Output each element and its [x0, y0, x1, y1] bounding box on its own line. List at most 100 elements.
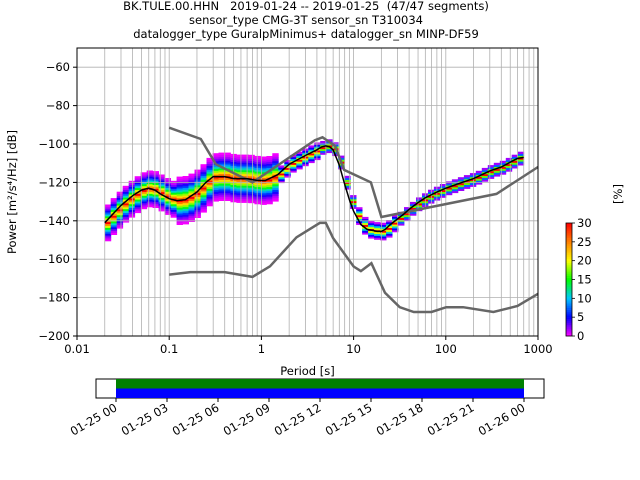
heatmap-cell	[110, 209, 118, 212]
heatmap-cell	[212, 170, 219, 173]
heatmap-cell	[206, 186, 213, 189]
heatmap-cell	[212, 187, 219, 191]
heatmap-cell	[290, 156, 297, 160]
heatmap-cell	[469, 178, 477, 182]
heatmap-cell	[362, 230, 369, 233]
heatmap-cell	[242, 189, 249, 192]
heatmap-cell	[320, 141, 327, 144]
colorbar-segment	[566, 287, 572, 290]
heatmap-cell	[362, 224, 369, 227]
heatmap-cell	[481, 177, 489, 180]
heatmap-cell	[158, 195, 165, 198]
heatmap-cell	[475, 176, 483, 179]
heatmap-cell	[236, 154, 243, 157]
heatmap-cell	[212, 174, 219, 177]
heatmap-cell	[224, 196, 231, 200]
heatmap-cell	[122, 206, 130, 210]
heatmap-cell	[356, 222, 363, 225]
heatmap-cell	[260, 202, 267, 205]
heatmap-cell	[254, 194, 261, 197]
heatmap-cell	[290, 164, 297, 167]
heatmap-cell	[158, 174, 165, 177]
heatmap-cell	[266, 186, 273, 189]
heatmap-cell	[242, 162, 249, 165]
heatmap-cell	[266, 159, 273, 163]
heatmap-cell	[140, 191, 148, 194]
colorbar-segment	[566, 264, 572, 267]
heatmap-cell	[218, 164, 225, 167]
heatmap-cell	[134, 197, 142, 200]
heatmap-cell	[140, 172, 148, 175]
timeline-bar	[116, 388, 524, 398]
heatmap-cell	[272, 172, 279, 175]
heatmap-cell	[116, 199, 124, 202]
heatmap-cell	[164, 201, 171, 204]
heatmap-cell	[176, 205, 183, 208]
colorbar-segment	[566, 300, 572, 303]
heatmap-cell	[176, 190, 183, 193]
heatmap-cell	[218, 189, 225, 192]
heatmap-cell	[260, 171, 267, 175]
heatmap-cell	[475, 172, 483, 175]
heatmap-cell	[356, 211, 363, 214]
heatmap-cell	[158, 209, 165, 212]
heatmap-cell	[380, 226, 387, 229]
heatmap-cell	[224, 173, 231, 177]
heatmap-cell	[404, 212, 411, 216]
heatmap-cell	[176, 197, 183, 201]
heatmap-cell	[104, 233, 112, 236]
heatmap-cell	[164, 204, 171, 208]
heatmap-cell	[116, 210, 124, 214]
chart-title-line-1: BK.TULE.00.HHN 2019-01-24 -- 2019-01-25 …	[123, 0, 489, 13]
heatmap-cell	[272, 185, 279, 189]
x-axis: 0.01 0.1 1 10 100 1000 Period [s]	[64, 336, 553, 378]
heatmap-cell	[212, 157, 219, 160]
heatmap-cell	[152, 205, 159, 208]
heatmap-cell	[368, 221, 375, 224]
heatmap-cell	[481, 175, 489, 178]
heatmap-cell	[194, 200, 201, 203]
heatmap-cell	[260, 158, 267, 161]
heatmap-cell	[218, 168, 225, 171]
heatmap-cell	[248, 193, 255, 196]
heatmap-cell	[188, 213, 195, 217]
heatmap-cell	[254, 196, 261, 199]
heatmap-cell	[200, 194, 207, 198]
heatmap-cell	[176, 220, 183, 224]
heatmap-cell	[128, 182, 136, 185]
heatmap-cell	[374, 227, 381, 231]
heatmap-cell	[116, 216, 124, 219]
heatmap-cell	[404, 216, 411, 219]
colorbar-tick-label: 20	[577, 254, 592, 268]
heatmap-cell	[158, 182, 165, 185]
heatmap-cell	[146, 185, 154, 189]
x-tick-label: 1	[258, 342, 265, 356]
heatmap-cell	[272, 158, 279, 162]
heatmap-cell	[128, 209, 136, 212]
heatmap-cell	[104, 206, 112, 209]
heatmap-cell	[224, 154, 231, 157]
heatmap-cell	[188, 179, 195, 182]
heatmap-cell	[314, 150, 321, 153]
heatmap-cell	[206, 184, 213, 188]
colorbar-tick-label: 15	[577, 273, 592, 287]
colorbar-segment	[566, 256, 572, 260]
heatmap-cell	[188, 208, 195, 211]
heatmap-cell	[410, 203, 417, 207]
heatmap-cell	[170, 180, 177, 184]
heatmap-cell	[170, 203, 177, 207]
heatmap-cell	[146, 189, 154, 192]
heatmap-cell	[511, 162, 519, 165]
heatmap-cell	[511, 160, 519, 163]
colorbar-tick-label: 10	[577, 291, 592, 305]
heatmap-cell	[158, 207, 165, 210]
heatmap-cell	[284, 167, 291, 170]
heatmap-cell	[122, 208, 130, 212]
heatmap-cell	[451, 179, 459, 182]
heatmap-cell	[110, 223, 118, 226]
colorbar-segment	[566, 238, 572, 241]
heatmap-cell	[296, 159, 303, 162]
heatmap-cell	[200, 173, 207, 177]
heatmap-cell	[116, 220, 124, 223]
heatmap-cell	[398, 213, 405, 216]
